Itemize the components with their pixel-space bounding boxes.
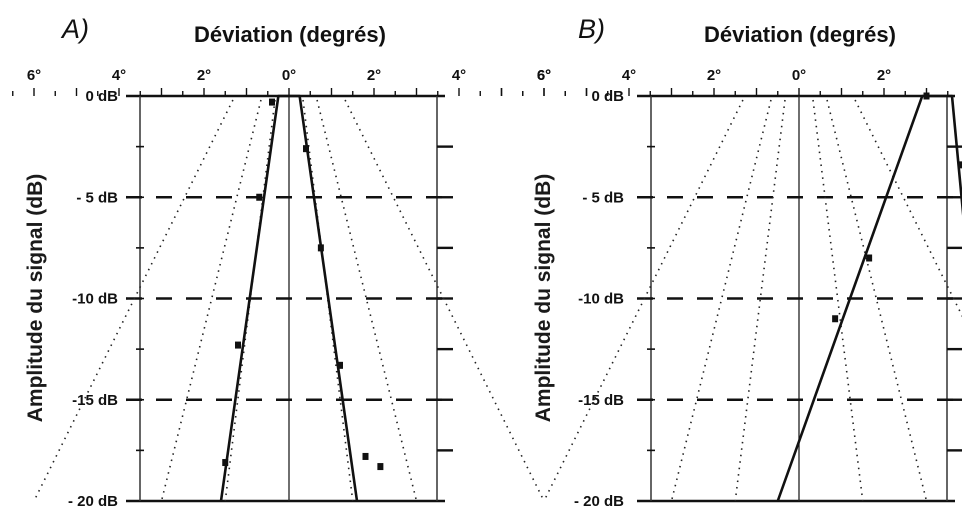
chart-panel-a: A) Déviation (degrés) Amplitude du signa…	[12, 14, 588, 510]
panel-label-b: B)	[578, 14, 605, 44]
panel-label-a: A)	[60, 14, 89, 44]
y-tick-label: -10 dB	[72, 291, 118, 308]
data-point	[957, 161, 962, 169]
y-tick-label: 0 dB	[85, 88, 118, 105]
x-tick-label: 2°	[367, 67, 381, 84]
dotted-guide-line	[826, 99, 928, 502]
dotted-guide-line	[33, 99, 234, 502]
x-tick-label: 6°	[27, 67, 41, 84]
y-tick-label: - 20 dB	[68, 493, 118, 510]
dotted-guide-line	[543, 99, 744, 502]
data-point	[923, 92, 930, 100]
y-tick-label: - 20 dB	[574, 493, 624, 510]
x-tick-label: 4°	[452, 67, 466, 84]
y-tick-label: -15 dB	[578, 392, 624, 409]
data-point	[256, 193, 263, 201]
data-point	[362, 452, 369, 460]
dotted-guide-line	[734, 99, 786, 502]
data-point	[377, 463, 384, 471]
x-tick-label: 6°	[537, 67, 551, 84]
dotted-guide-line	[670, 99, 772, 502]
dotted-guide-line	[344, 99, 545, 502]
y-tick-label: - 5 dB	[76, 189, 118, 206]
y-tick-label: - 5 dB	[582, 189, 624, 206]
data-point	[269, 98, 275, 106]
x-tick-label: 4°	[112, 67, 126, 84]
x-axis-title-b: Déviation (degrés)	[704, 22, 896, 47]
dotted-guide-line	[316, 99, 418, 502]
data-point	[235, 341, 241, 349]
x-tick-label: 2°	[707, 67, 721, 84]
chart-panel-b: B) Déviation (degrés) Amplitude du signa…	[500, 14, 962, 510]
dotted-guide-line	[854, 99, 962, 318]
y-tick-label: -10 dB	[578, 291, 624, 308]
dotted-guide-line	[160, 99, 262, 502]
y-tick-label: -15 dB	[72, 392, 118, 409]
x-tick-label: 2°	[197, 67, 211, 84]
x-axis-title-a: Déviation (degrés)	[194, 22, 386, 47]
data-point	[303, 145, 309, 153]
data-point	[337, 361, 343, 369]
x-tick-label: 0°	[282, 67, 296, 84]
x-tick-label: 2°	[877, 67, 891, 84]
dotted-guide-line	[812, 99, 864, 502]
beam-pattern-curve	[776, 94, 962, 502]
data-point	[317, 244, 324, 252]
x-tick-label: 6°	[537, 67, 551, 84]
y-axis-title-a: Amplitude du signal (dB)	[24, 174, 47, 422]
beam-pattern-curve	[219, 94, 359, 502]
y-axis-title-b: Amplitude du signal (dB)	[532, 174, 555, 422]
y-tick-label: 0 dB	[591, 88, 624, 105]
x-tick-label: 0°	[792, 67, 806, 84]
data-point	[832, 315, 839, 323]
x-tick-label: 4°	[622, 67, 636, 84]
data-point	[866, 254, 873, 262]
data-point	[222, 459, 229, 467]
